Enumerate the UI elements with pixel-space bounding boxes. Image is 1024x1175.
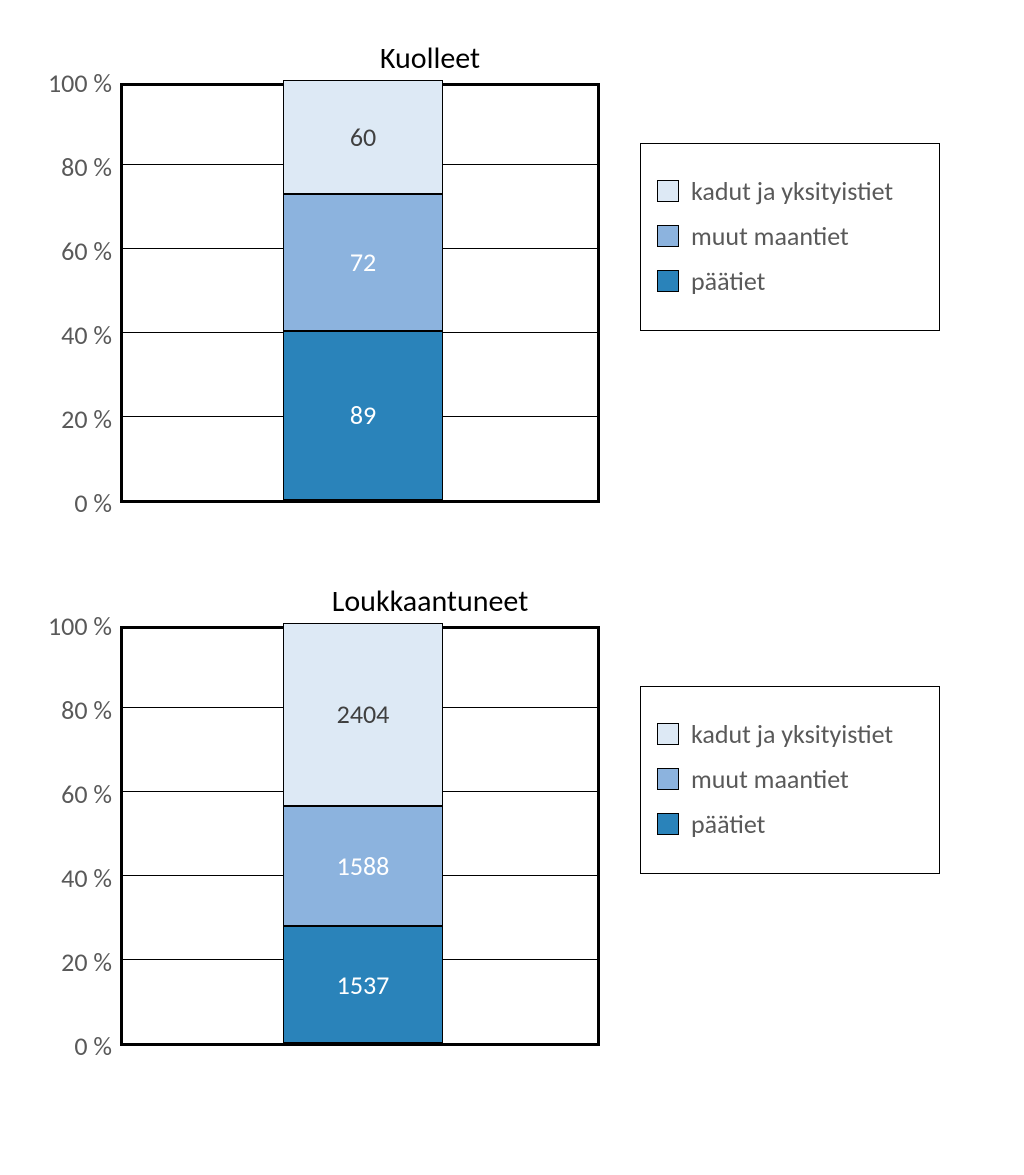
y-tick-label: 80 % (61, 151, 112, 183)
legend-label: muut maantiet (691, 764, 921, 795)
y-tick-label: 60 % (61, 778, 112, 810)
chart-title: Kuolleet (190, 40, 670, 77)
y-tick-label: 100 % (48, 67, 112, 99)
segment-label: 1537 (337, 969, 390, 1001)
y-tick-label: 80 % (61, 694, 112, 726)
segment-label: 89 (350, 399, 376, 431)
bar-segment: 1588 (283, 806, 443, 927)
legend-item: kadut ja yksityistiet (657, 176, 921, 207)
plot-area: 89 72 60 (120, 83, 600, 503)
y-tick-label: 100 % (48, 610, 112, 642)
chart-row: 0 %20 %40 %60 %80 %100 %153715882404kadu… (30, 626, 994, 1046)
bar-segment: 60 (283, 80, 443, 194)
y-tick-label: 20 % (61, 946, 112, 978)
legend-item: päätiet (657, 266, 921, 297)
legend-swatch (657, 225, 679, 247)
y-tick-label: 0 % (74, 1030, 112, 1062)
chart-row: 0 %20 %40 %60 %80 %100 %897260kadut ja y… (30, 83, 994, 503)
stacked-bar: 1537 1588 2404 (283, 623, 443, 1043)
legend: kadut ja yksityistiet muut maantiet päätie… (640, 686, 940, 874)
legend-label: kadut ja yksityistiet (691, 176, 921, 207)
legend-swatch (657, 723, 679, 745)
y-tick-label: 40 % (61, 862, 112, 894)
legend-item: päätiet (657, 809, 921, 840)
plot-area: 1537 1588 2404 (120, 626, 600, 1046)
legend-swatch (657, 180, 679, 202)
y-axis: 0 %20 %40 %60 %80 %100 % (30, 83, 120, 503)
chart-block: Kuolleet0 %20 %40 %60 %80 %100 %897260ka… (30, 40, 994, 503)
bar-segment: 72 (283, 194, 443, 331)
segment-label: 60 (350, 121, 376, 153)
stacked-bar: 89 72 60 (283, 80, 443, 500)
legend-label: päätiet (691, 266, 921, 297)
chart-block: Loukkaantuneet0 %20 %40 %60 %80 %100 %15… (30, 583, 994, 1046)
legend: kadut ja yksityistiet muut maantiet päätie… (640, 143, 940, 331)
legend-swatch (657, 768, 679, 790)
y-tick-label: 40 % (61, 319, 112, 351)
legend-swatch (657, 270, 679, 292)
y-tick-label: 60 % (61, 235, 112, 267)
segment-label: 72 (350, 246, 376, 278)
legend-item: muut maantiet (657, 764, 921, 795)
legend-label: muut maantiet (691, 221, 921, 252)
legend-label: päätiet (691, 809, 921, 840)
bar-segment: 89 (283, 331, 443, 500)
legend-item: kadut ja yksityistiet (657, 719, 921, 750)
segment-label: 2404 (337, 698, 390, 730)
legend-item: muut maantiet (657, 221, 921, 252)
bar-segment: 2404 (283, 623, 443, 806)
y-tick-label: 20 % (61, 403, 112, 435)
segment-label: 1588 (337, 850, 390, 882)
y-axis: 0 %20 %40 %60 %80 %100 % (30, 626, 120, 1046)
y-tick-label: 0 % (74, 487, 112, 519)
legend-swatch (657, 813, 679, 835)
legend-label: kadut ja yksityistiet (691, 719, 921, 750)
chart-title: Loukkaantuneet (190, 583, 670, 620)
bar-segment: 1537 (283, 926, 443, 1043)
